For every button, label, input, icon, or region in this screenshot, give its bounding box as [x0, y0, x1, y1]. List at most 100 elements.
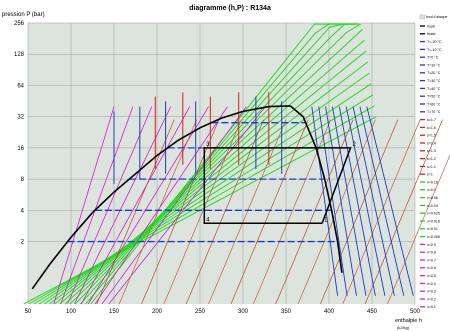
entropy-curve	[96, 119, 175, 305]
cycle-path	[203, 147, 352, 225]
legend-entry: x=0.7	[427, 258, 436, 262]
y-tick-label: 16	[17, 146, 24, 152]
legend-entry: x=0.6	[427, 266, 436, 270]
volume-curve	[38, 83, 372, 305]
volume-curve	[64, 28, 363, 305]
x-tick-label: 350	[281, 309, 292, 315]
legend-entry: x=0.1	[427, 305, 436, 309]
volume-curve	[69, 23, 362, 305]
vapor-isotherm	[345, 106, 386, 296]
x-tick-label: 300	[238, 309, 249, 315]
legend-entry: T=-10 °C	[427, 48, 442, 52]
legend-entry: x=0.5	[427, 274, 436, 278]
x-tick-label: 450	[367, 309, 378, 315]
legend-entry: T=60 °C	[427, 102, 441, 106]
entropy-curve	[141, 119, 220, 305]
x-tick-label: 100	[66, 309, 77, 315]
legend: fond d'abaque hsatl hsatv T=-20 °C T=-10 °C T…	[419, 14, 448, 309]
entropy-curve	[185, 119, 264, 305]
cycle-point-label: 2	[353, 142, 357, 148]
legend-entry: s=1.5	[427, 134, 436, 138]
volume-curve	[54, 50, 367, 305]
y-tick-label: 2	[21, 240, 25, 246]
entropy-curve	[342, 119, 421, 305]
legend-entry: T=10 °C	[427, 63, 441, 67]
legend-title: fond d'abaque	[426, 15, 448, 19]
quality-curve	[101, 106, 247, 305]
x-axis-unit: (kJ/kg)	[397, 325, 410, 330]
quality-curve	[67, 106, 153, 305]
legend-entry: T=0 °C	[427, 56, 439, 60]
legend-entry: T=30 °C	[427, 79, 441, 83]
legend-entry: x=0.8	[427, 251, 436, 255]
cycle-point-label: 1	[324, 217, 328, 223]
legend-entry: s=1.6	[427, 126, 436, 130]
legend-swatch	[419, 14, 426, 20]
volume-curve	[80, 23, 358, 305]
x-tick-label: 500	[410, 309, 421, 315]
legend-entry: s=1.4	[427, 141, 436, 145]
cycle-point-label: 3	[206, 142, 210, 148]
legend-entry: x=0.4	[427, 282, 436, 286]
y-tick-label: 32	[17, 115, 24, 121]
quality-curve	[74, 106, 172, 305]
quality-curve	[80, 106, 191, 305]
legend-entry: x=0.3	[427, 290, 436, 294]
legend-entry: s=1.7	[427, 118, 436, 122]
y-tick-label: 4	[21, 208, 25, 214]
vapor-isotherm	[331, 106, 367, 296]
legend-entry: x=0.2	[427, 297, 436, 301]
quality-curve	[60, 106, 134, 305]
x-tick-label: 400	[324, 309, 335, 315]
x-tick-label: 250	[195, 309, 206, 315]
quality-curve	[94, 106, 228, 305]
entropy-curve	[230, 119, 309, 305]
entropy-curve	[163, 119, 242, 305]
cycle-point-label: 4	[206, 217, 210, 223]
legend-entry: v=0.016	[427, 219, 440, 223]
legend-entry: v=0.1	[427, 188, 436, 192]
legend-entry: T=20 °C	[427, 71, 441, 75]
quality-curve	[108, 106, 266, 305]
legend-entry: v=0.01	[427, 227, 438, 231]
entropy-curve	[387, 154, 450, 305]
legend-entry: s=1.3	[427, 149, 436, 153]
legend-entry: s=1	[427, 173, 433, 177]
legend-entry: hsatv	[427, 32, 436, 36]
x-tick-label: 200	[152, 309, 163, 315]
volume-curve	[74, 23, 360, 305]
saturation-vapor-curve	[289, 105, 343, 273]
legend-entry: T=70 °C	[427, 110, 441, 114]
saturation-liquid-curve	[31, 105, 291, 290]
legend-entry: v=0.006	[427, 235, 440, 239]
vapor-isotherm	[366, 106, 414, 296]
volume-curve	[33, 94, 374, 305]
plot-area: 50 100 150 200 250 300 350 400 450 50025612864321…	[14, 21, 450, 315]
x-tick-label: 50	[25, 309, 32, 315]
vapor-isotherm	[318, 106, 348, 296]
legend-entry: T=50 °C	[427, 95, 441, 99]
volume-curve	[59, 39, 365, 305]
y-tick-label: 8	[21, 177, 25, 183]
legend-entry: T=-20 °C	[427, 40, 442, 44]
vapor-isotherm	[352, 106, 395, 296]
legend-entry: s=1.2	[427, 157, 436, 161]
legend-entry: v=0.16	[427, 180, 438, 184]
legend-entry: x=0.9	[427, 243, 436, 247]
entropy-curve	[118, 119, 197, 305]
y-tick-label: 128	[14, 52, 25, 58]
volume-curve	[49, 61, 369, 305]
quality-curve	[53, 106, 115, 305]
volume-curve	[28, 105, 375, 305]
volume-curve	[44, 72, 370, 305]
y-axis-label: pression P (bar)	[2, 12, 45, 18]
legend-entry: s=1.1	[427, 165, 436, 169]
x-axis-label: enthalpie h	[395, 318, 422, 324]
legend-entry: v=0.025	[427, 212, 440, 216]
legend-entry: T=40 °C	[427, 87, 441, 91]
vapor-isotherm	[311, 106, 339, 296]
vapor-isotherm	[359, 106, 405, 296]
legend-entry: hsatl	[427, 24, 435, 28]
chart-title: diagramme (h,P) : R134a	[189, 5, 271, 12]
